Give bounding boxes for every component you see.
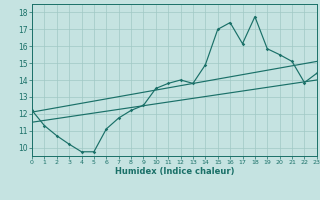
- X-axis label: Humidex (Indice chaleur): Humidex (Indice chaleur): [115, 167, 234, 176]
